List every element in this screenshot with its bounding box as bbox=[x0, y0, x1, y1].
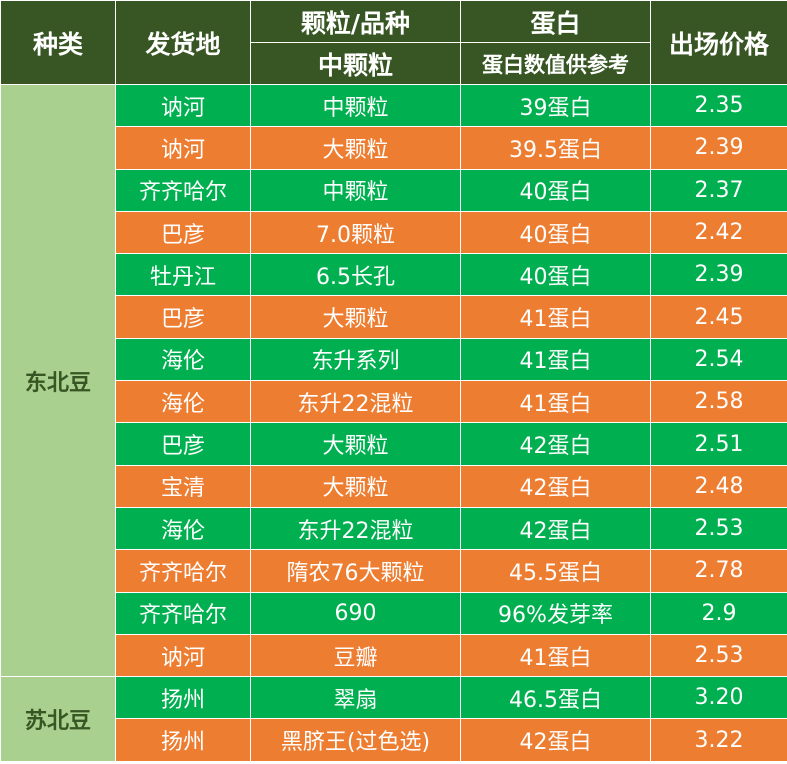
grain-cell: 大颗粒 bbox=[250, 422, 461, 466]
header-origin: 发货地 bbox=[115, 0, 251, 85]
header-grain-sub: 中颗粒 bbox=[250, 42, 461, 85]
table-row: 巴彦 大颗粒 42蛋白 2.51 bbox=[1, 422, 787, 466]
protein-cell: 40蛋白 bbox=[460, 168, 651, 212]
table-row: 海伦 东升22混粒 41蛋白 2.58 bbox=[1, 380, 787, 424]
price-cell: 2.45 bbox=[650, 295, 787, 339]
protein-cell: 42蛋白 bbox=[460, 506, 651, 551]
protein-cell: 39蛋白 bbox=[460, 83, 651, 128]
price-cell: 2.54 bbox=[650, 337, 787, 382]
table-row: 巴彦 7.0颗粒 40蛋白 2.42 bbox=[1, 210, 787, 255]
table-row: 扬州 黑脐王(过色选) 42蛋白 3.22 bbox=[1, 718, 787, 762]
origin-cell: 海伦 bbox=[115, 337, 251, 382]
table-row: 齐齐哈尔 690 96%发芽率 2.9 bbox=[1, 591, 787, 635]
price-cell: 2.51 bbox=[650, 422, 787, 466]
protein-cell: 42蛋白 bbox=[460, 422, 651, 466]
grain-cell: 东升22混粒 bbox=[250, 506, 461, 551]
protein-cell: 41蛋白 bbox=[460, 380, 651, 424]
origin-cell: 海伦 bbox=[115, 380, 251, 424]
header-category: 种类 bbox=[0, 0, 116, 85]
origin-cell: 讷河 bbox=[115, 126, 251, 170]
price-cell: 2.9 bbox=[650, 591, 787, 635]
table-row: 海伦 东升22混粒 42蛋白 2.53 bbox=[1, 506, 787, 551]
grain-cell: 东升22混粒 bbox=[250, 380, 461, 424]
grain-cell: 690 bbox=[250, 591, 461, 635]
origin-cell: 巴彦 bbox=[115, 295, 251, 339]
price-cell: 2.48 bbox=[650, 464, 787, 508]
grain-cell: 7.0颗粒 bbox=[250, 210, 461, 255]
price-cell: 2.39 bbox=[650, 126, 787, 170]
protein-cell: 41蛋白 bbox=[460, 633, 651, 678]
protein-cell: 42蛋白 bbox=[460, 718, 651, 762]
table-row: 宝清 大颗粒 42蛋白 2.48 bbox=[1, 464, 787, 508]
price-cell: 2.35 bbox=[650, 83, 787, 128]
origin-cell: 宝清 bbox=[115, 464, 251, 508]
header-price: 出场价格 bbox=[650, 0, 787, 85]
grain-cell: 大颗粒 bbox=[250, 295, 461, 339]
table-row: 讷河 豆瓣 41蛋白 2.53 bbox=[1, 633, 787, 678]
price-cell: 2.37 bbox=[650, 168, 787, 212]
table-row: 齐齐哈尔 中颗粒 40蛋白 2.37 bbox=[1, 168, 787, 212]
table-row: 巴彦 大颗粒 41蛋白 2.45 bbox=[1, 295, 787, 339]
protein-cell: 41蛋白 bbox=[460, 295, 651, 339]
price-cell: 2.39 bbox=[650, 253, 787, 297]
origin-cell: 扬州 bbox=[115, 718, 251, 762]
grain-cell: 中颗粒 bbox=[250, 168, 461, 212]
grain-cell: 东升系列 bbox=[250, 337, 461, 382]
origin-cell: 巴彦 bbox=[115, 422, 251, 466]
protein-cell: 96%发芽率 bbox=[460, 591, 651, 635]
origin-cell: 齐齐哈尔 bbox=[115, 168, 251, 212]
category-cell: 东北豆 bbox=[0, 83, 116, 678]
header-grain: 颗粒/品种 bbox=[250, 0, 461, 43]
grain-cell: 6.5长孔 bbox=[250, 253, 461, 297]
origin-cell: 齐齐哈尔 bbox=[115, 591, 251, 635]
origin-cell: 牡丹江 bbox=[115, 253, 251, 297]
grain-cell: 大颗粒 bbox=[250, 126, 461, 170]
grain-cell: 中颗粒 bbox=[250, 83, 461, 128]
table-row: 讷河 大颗粒 39.5蛋白 2.39 bbox=[1, 126, 787, 170]
grain-cell: 黑脐王(过色选) bbox=[250, 718, 461, 762]
price-cell: 2.42 bbox=[650, 210, 787, 255]
category-cell: 苏北豆 bbox=[0, 676, 116, 762]
origin-cell: 巴彦 bbox=[115, 210, 251, 255]
origin-cell: 扬州 bbox=[115, 676, 251, 720]
price-cell: 3.20 bbox=[650, 676, 787, 720]
table-row: 苏北豆 扬州 翠扇 46.5蛋白 3.20 bbox=[0, 676, 787, 762]
origin-cell: 齐齐哈尔 bbox=[115, 549, 251, 593]
grain-cell: 隋农76大颗粒 bbox=[250, 549, 461, 593]
protein-cell: 40蛋白 bbox=[460, 210, 651, 255]
protein-cell: 40蛋白 bbox=[460, 253, 651, 297]
protein-cell: 46.5蛋白 bbox=[460, 676, 651, 720]
origin-cell: 讷河 bbox=[115, 633, 251, 678]
origin-cell: 讷河 bbox=[115, 83, 251, 128]
protein-cell: 45.5蛋白 bbox=[460, 549, 651, 593]
price-cell: 3.22 bbox=[650, 718, 787, 762]
price-cell: 2.53 bbox=[650, 633, 787, 678]
origin-cell: 海伦 bbox=[115, 506, 251, 551]
table-row: 海伦 东升系列 41蛋白 2.54 bbox=[1, 337, 787, 382]
price-cell: 2.58 bbox=[650, 380, 787, 424]
grain-cell: 翠扇 bbox=[250, 676, 461, 720]
price-cell: 2.78 bbox=[650, 549, 787, 593]
header-protein: 蛋白 bbox=[460, 0, 651, 43]
header-protein-sub: 蛋白数值供参考 bbox=[460, 42, 651, 85]
protein-cell: 39.5蛋白 bbox=[460, 126, 651, 170]
grain-cell: 大颗粒 bbox=[250, 464, 461, 508]
table-row: 东北豆 讷河 中颗粒 39蛋白 2.35 bbox=[0, 83, 787, 678]
table-row: 齐齐哈尔 隋农76大颗粒 45.5蛋白 2.78 bbox=[1, 549, 787, 593]
price-cell: 2.53 bbox=[650, 506, 787, 551]
protein-cell: 42蛋白 bbox=[460, 464, 651, 508]
protein-cell: 41蛋白 bbox=[460, 337, 651, 382]
table-row: 牡丹江 6.5长孔 40蛋白 2.39 bbox=[1, 253, 787, 297]
grain-cell: 豆瓣 bbox=[250, 633, 461, 678]
